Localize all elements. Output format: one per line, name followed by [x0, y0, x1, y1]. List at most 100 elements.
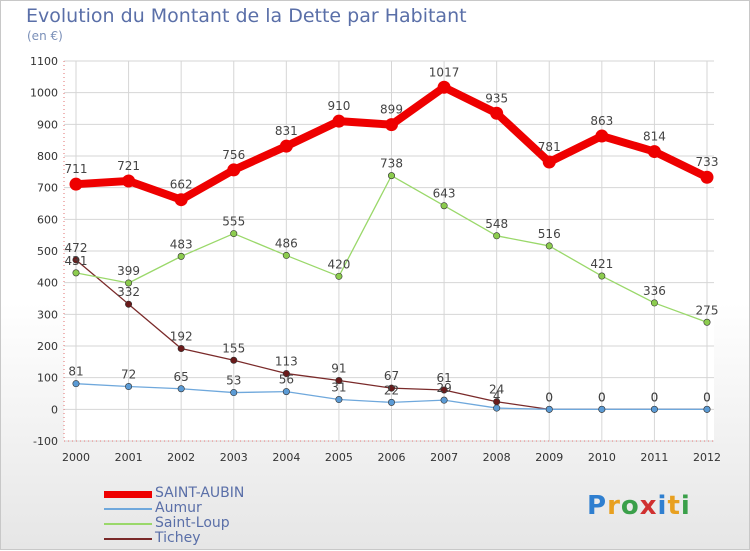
data-point [545, 405, 553, 413]
legend-label: Aumur [155, 500, 202, 516]
data-point [650, 405, 658, 413]
y-tick-label: 700 [37, 182, 58, 195]
y-tick-label: 200 [37, 340, 58, 353]
data-label: 336 [643, 284, 666, 298]
data-point [72, 380, 80, 388]
data-label: 738 [380, 157, 403, 171]
data-point [177, 345, 185, 353]
data-point [385, 118, 398, 132]
data-label: 192 [170, 330, 193, 344]
y-tick-label: 100 [37, 372, 58, 385]
data-point [230, 389, 238, 397]
data-label: 0 [651, 390, 659, 404]
y-tick-label: 0 [51, 403, 58, 416]
data-label: 483 [170, 237, 193, 251]
data-label: 0 [651, 390, 659, 404]
data-label: 81 [68, 365, 83, 379]
x-tick-label: 2009 [535, 451, 563, 464]
data-label: 1017 [429, 65, 460, 79]
y-tick-label: 1100 [30, 55, 58, 68]
logo-letter: o [620, 491, 640, 521]
data-label: 91 [331, 362, 346, 376]
data-point [227, 163, 241, 177]
data-point [69, 177, 83, 191]
data-label: 31 [331, 381, 346, 395]
data-label: 831 [275, 124, 298, 138]
data-label: 910 [327, 99, 350, 113]
x-tick-label: 2002 [167, 451, 195, 464]
data-point [440, 202, 448, 210]
data-label: 711 [65, 162, 88, 176]
data-label: 4 [493, 389, 501, 403]
data-label: 421 [590, 257, 613, 271]
data-point [437, 80, 451, 94]
data-label: 399 [117, 264, 140, 278]
y-tick-label: -100 [33, 435, 58, 448]
logo-letter: r [607, 491, 621, 521]
data-point [598, 405, 606, 413]
data-point [282, 251, 290, 259]
data-label: 332 [117, 285, 140, 299]
data-point [598, 272, 606, 280]
data-point [387, 172, 395, 180]
data-label: 113 [275, 355, 298, 369]
data-label: 0 [545, 390, 553, 404]
legend-label: Tichey [155, 530, 201, 546]
legend-swatch [104, 508, 152, 510]
y-tick-label: 1000 [30, 87, 58, 100]
data-point [230, 356, 238, 364]
data-point [177, 252, 185, 260]
data-label: 67 [384, 369, 399, 383]
x-tick-label: 2006 [378, 451, 406, 464]
data-label: 0 [545, 390, 553, 404]
legend-swatch [104, 523, 152, 525]
data-label: 0 [598, 390, 606, 404]
data-point [335, 396, 343, 404]
data-point [387, 384, 395, 392]
x-tick-label: 2010 [588, 451, 616, 464]
data-label: 0 [703, 390, 711, 404]
data-point [282, 370, 290, 378]
data-point [125, 383, 133, 391]
data-label: 155 [222, 341, 245, 355]
x-tick-label: 2003 [220, 451, 248, 464]
legend-swatch [104, 538, 152, 540]
y-tick-label: 500 [37, 245, 58, 258]
data-point [650, 299, 658, 307]
y-tick-label: 600 [37, 213, 58, 226]
data-label: 662 [170, 178, 193, 192]
data-point [703, 405, 711, 413]
x-tick-label: 2007 [430, 451, 458, 464]
data-label: 733 [696, 155, 719, 169]
legend-label: SAINT-AUBIN [155, 485, 245, 501]
data-point [335, 377, 343, 385]
legend-label: Saint-Loup [155, 515, 230, 531]
data-point [703, 318, 711, 326]
data-label: 555 [222, 215, 245, 229]
data-label: 0 [703, 390, 711, 404]
data-label: 22 [384, 383, 399, 397]
data-point [282, 388, 290, 396]
data-label: 472 [65, 241, 88, 255]
data-point [72, 256, 80, 264]
data-point [647, 145, 661, 159]
data-label: 0 [598, 390, 606, 404]
data-point [440, 386, 448, 394]
y-tick-label: 800 [37, 150, 58, 163]
data-point [279, 139, 293, 153]
data-point [174, 193, 188, 207]
data-label: 899 [380, 103, 403, 117]
x-tick-label: 2008 [483, 451, 511, 464]
data-point [125, 279, 133, 287]
data-label: 61 [436, 371, 451, 385]
data-point [72, 269, 80, 277]
data-point [177, 385, 185, 393]
data-point [332, 114, 346, 128]
data-label: 814 [643, 130, 666, 144]
logo-letter: t [667, 491, 681, 521]
data-point [493, 232, 501, 240]
x-tick-label: 2012 [693, 451, 721, 464]
data-label: 486 [275, 236, 298, 250]
legend-swatch [104, 490, 152, 498]
data-label: 53 [226, 374, 241, 388]
